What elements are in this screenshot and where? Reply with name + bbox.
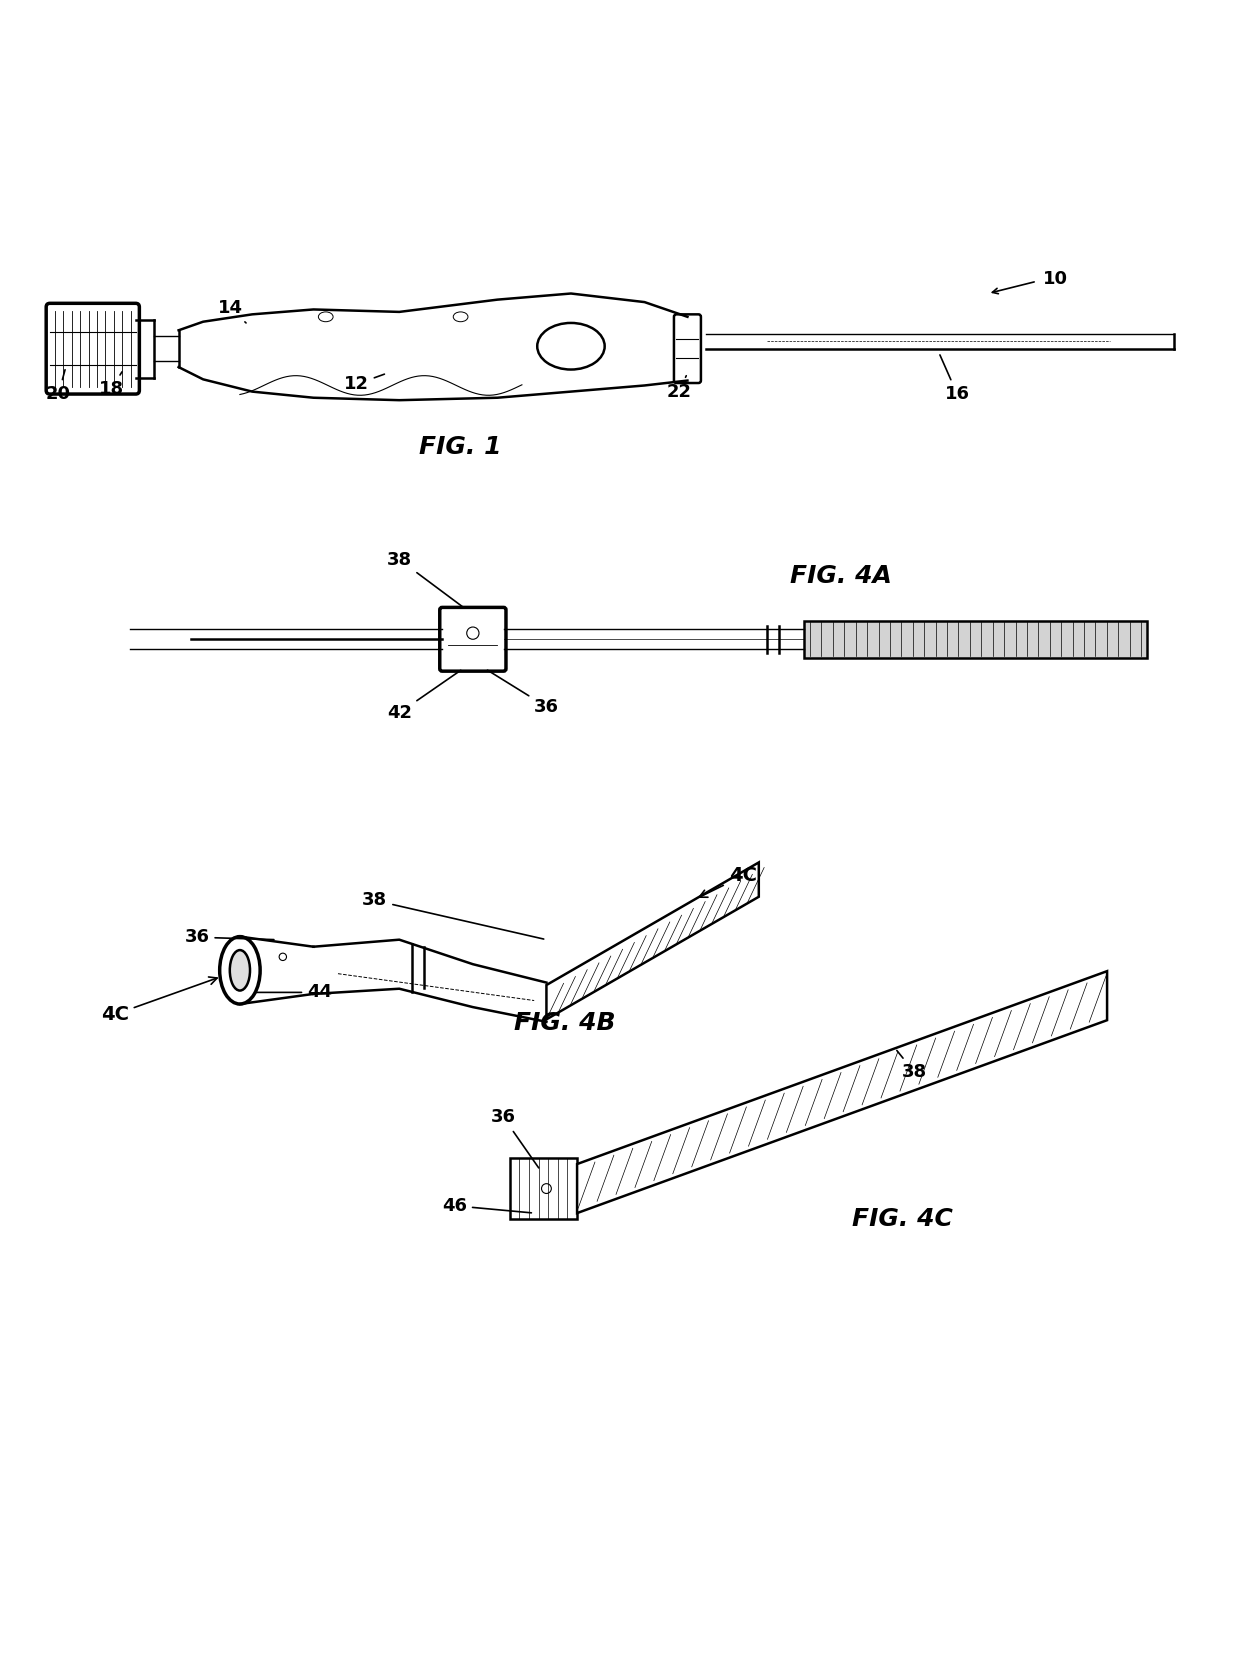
Polygon shape [510, 1158, 577, 1220]
Ellipse shape [542, 1183, 552, 1193]
Text: 12: 12 [343, 375, 384, 393]
FancyBboxPatch shape [440, 608, 506, 671]
Ellipse shape [319, 312, 334, 322]
Ellipse shape [219, 936, 260, 1005]
Ellipse shape [229, 950, 250, 991]
Text: 14: 14 [217, 300, 246, 323]
Bar [804, 621, 1147, 658]
Text: 16: 16 [940, 355, 970, 403]
Text: FIG. 4B: FIG. 4B [515, 1011, 615, 1035]
Ellipse shape [537, 323, 605, 370]
Polygon shape [577, 971, 1107, 1213]
Text: 42: 42 [387, 670, 461, 721]
Text: 46: 46 [441, 1196, 532, 1215]
Polygon shape [547, 863, 759, 1020]
Text: 4C: 4C [100, 976, 217, 1025]
Text: 38: 38 [387, 550, 465, 608]
Text: 44: 44 [255, 983, 332, 1001]
Ellipse shape [279, 953, 286, 961]
Text: FIG. 4A: FIG. 4A [790, 563, 892, 588]
Text: 20: 20 [46, 370, 71, 403]
Text: 10: 10 [1043, 270, 1068, 288]
Text: FIG. 1: FIG. 1 [419, 435, 502, 458]
Text: 18: 18 [99, 372, 124, 398]
Ellipse shape [466, 626, 479, 640]
Text: 4C: 4C [699, 866, 756, 898]
Text: 36: 36 [185, 928, 274, 946]
Text: 36: 36 [487, 670, 559, 716]
Text: 38: 38 [362, 891, 543, 940]
Text: 38: 38 [897, 1051, 926, 1081]
Text: 36: 36 [491, 1108, 538, 1168]
Text: FIG. 4C: FIG. 4C [852, 1208, 952, 1231]
Text: 22: 22 [666, 377, 692, 400]
FancyBboxPatch shape [675, 315, 701, 383]
FancyBboxPatch shape [46, 303, 139, 395]
Ellipse shape [454, 312, 467, 322]
